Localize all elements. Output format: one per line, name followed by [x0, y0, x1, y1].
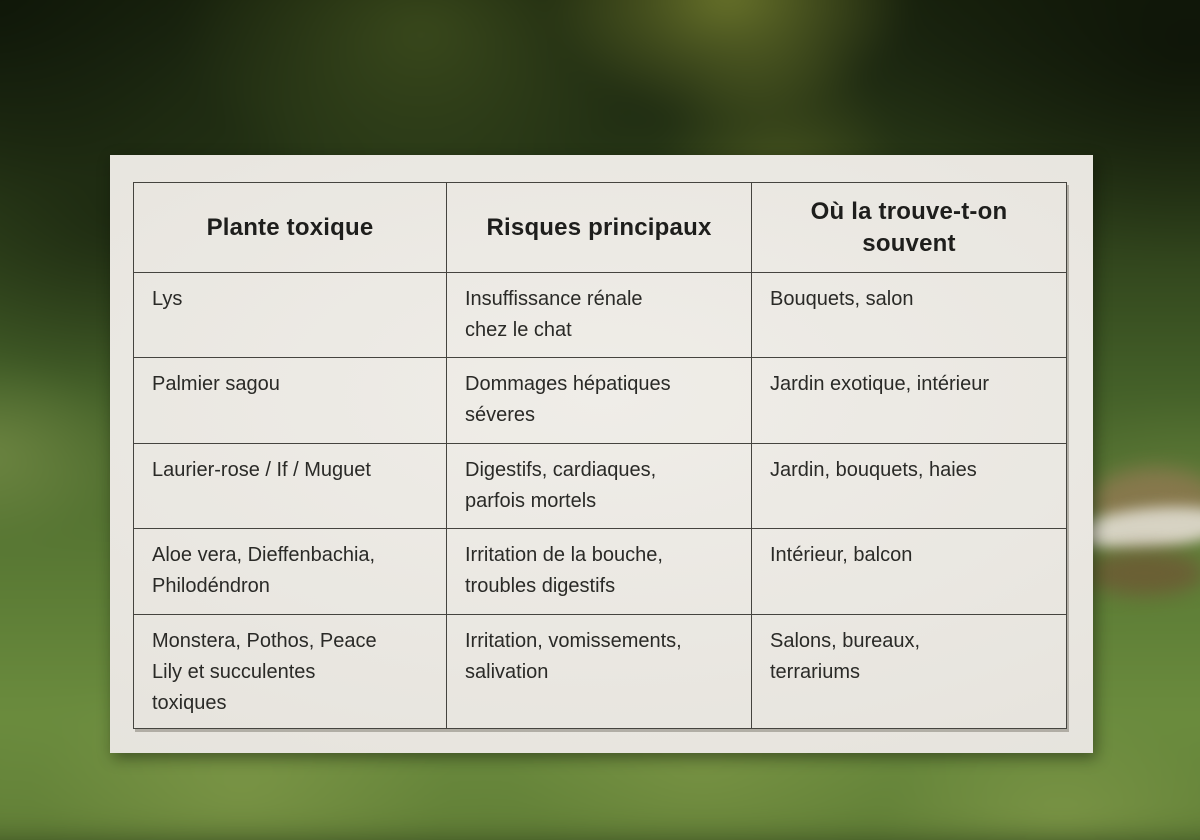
table-header-row: Plante toxique Risques principaux Où la …	[133, 182, 1067, 273]
blurred-branch-bottom	[1085, 550, 1200, 596]
cell-location-monstera: Salons, bureaux, terrariums	[751, 614, 1067, 729]
table-row: Laurier-rose / If / Muguet Digestifs, ca…	[133, 443, 1067, 529]
cell-risk-aloe-vera: Irritation de la bouche, troubles digest…	[446, 528, 752, 615]
cell-risk-palmier-sagou: Dommages hépatiques séveres	[446, 357, 752, 444]
cell-location-laurier-rose: Jardin, bouquets, haies	[751, 443, 1067, 529]
cell-plant-palmier-sagou: Palmier sagou	[133, 357, 447, 444]
cell-location-aloe-vera: Intérieur, balcon	[751, 528, 1067, 615]
toxic-plants-table: Plante toxique Risques principaux Où la …	[133, 182, 1067, 729]
column-header-risques-principaux: Risques principaux	[446, 182, 752, 273]
table-row: Palmier sagou Dommages hépatiques sévere…	[133, 357, 1067, 444]
cell-plant-monstera: Monstera, Pothos, Peace Lily et succulen…	[133, 614, 447, 729]
cell-risk-lys: Insuffissance rénale chez le chat	[446, 272, 752, 358]
cell-location-palmier-sagou: Jardin exotique, intérieur	[751, 357, 1067, 444]
cell-risk-laurier-rose: Digestifs, cardiaques, parfois mortels	[446, 443, 752, 529]
cell-location-lys: Bouquets, salon	[751, 272, 1067, 358]
cell-plant-aloe-vera: Aloe vera, Dieffenbachia, Philodéndron	[133, 528, 447, 615]
table-row: Lys Insuffissance rénale chez le chat Bo…	[133, 272, 1067, 358]
column-header-plante-toxique: Plante toxique	[133, 182, 447, 273]
table-row: Aloe vera, Dieffenbachia, Philodéndron I…	[133, 528, 1067, 615]
column-header-ou-la-trouve-t-on: Où la trouve-t-on souvent	[751, 182, 1067, 273]
cell-risk-monstera: Irritation, vomissements, salivation	[446, 614, 752, 729]
cell-plant-lys: Lys	[133, 272, 447, 358]
cell-plant-laurier-rose: Laurier-rose / If / Muguet	[133, 443, 447, 529]
table-row: Monstera, Pothos, Peace Lily et succulen…	[133, 614, 1067, 729]
paper-card: Plante toxique Risques principaux Où la …	[110, 155, 1093, 753]
